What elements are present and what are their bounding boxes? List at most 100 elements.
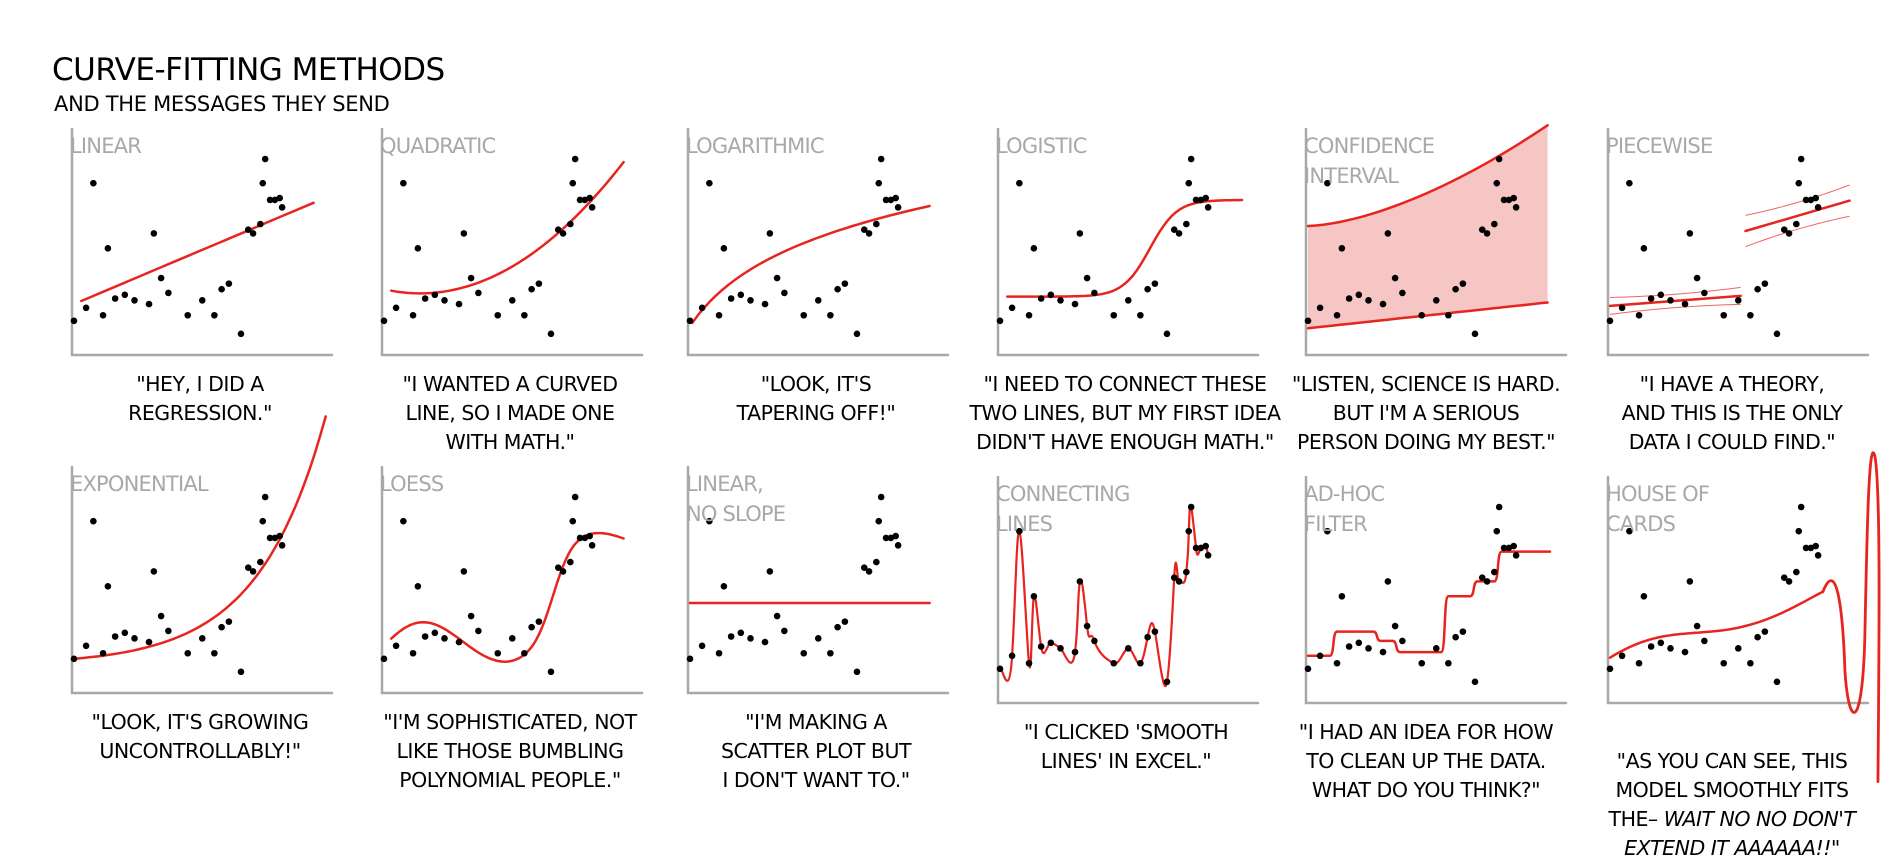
panel-title: PIECEWISE [1606,134,1713,158]
data-point [400,179,407,187]
data-point [409,649,417,657]
data-point [1163,678,1171,686]
data-point [894,542,902,549]
caption-adhoc: "I HAD AN IDEA FOR HOW TO CLEAN UP THE D… [1298,720,1554,802]
data-point [571,493,579,501]
data-point [892,532,899,540]
data-point [259,179,267,187]
data-point [1047,639,1055,647]
data-point [508,297,516,304]
data-point [1204,552,1212,559]
data-point [1720,659,1728,667]
data-point [873,220,880,228]
plot-adhoc [1304,475,1568,705]
data-point [686,655,694,663]
data-point [150,230,158,237]
data-point [104,244,112,252]
data-point [1780,226,1788,233]
caption-plain: "AS YOU CAN SEE, THIS MODEL SMOOTHLY FIT… [1608,749,1849,831]
plot-houseofcards [1606,475,1870,705]
data-point [1016,527,1023,535]
data-point [1812,542,1819,550]
data-point [70,655,78,663]
data-point [1626,179,1633,187]
data-point [1445,659,1452,667]
caption-linear: "HEY, I DID A REGRESSION." [128,372,272,425]
data-point [781,627,788,635]
axis [70,465,334,695]
data-point [414,244,422,252]
data-point [547,330,555,338]
data-point [1785,578,1793,585]
data-point [1452,285,1459,293]
data-point [1091,289,1098,297]
data-point [877,493,885,501]
data-point [1432,297,1440,304]
data-point [1478,574,1486,581]
fit-line [691,204,931,325]
data-point [521,649,528,657]
data-point [1432,645,1440,652]
data-point [1316,652,1324,660]
data-point [892,194,899,202]
panel-piecewise: PIECEWISE [1590,127,1875,357]
data-point [547,668,555,676]
data-point [131,635,138,642]
data-point [877,155,885,163]
data-point [1510,542,1517,550]
data-point [521,311,528,319]
data-point [157,612,165,620]
data-point [865,230,873,237]
data-point [244,564,252,571]
data-point [82,304,90,312]
data-point [1183,568,1190,576]
data-point [249,568,257,575]
data-point [225,618,233,625]
data-point [882,534,890,542]
panel-loess: LOESS [364,465,649,695]
data-point [882,196,890,204]
data-point [569,517,577,525]
data-point [860,564,868,571]
data-point [165,289,172,297]
data-point [1076,578,1084,585]
data-point [1814,552,1822,559]
data-point [841,280,849,287]
data-point [737,291,745,299]
data-point [1802,196,1810,204]
data-point [150,568,158,575]
data-point [1187,503,1195,511]
data-point [1681,300,1689,308]
data-point [157,274,165,282]
data-point [1175,230,1183,237]
data-point [1151,628,1159,635]
data-point [1701,289,1708,297]
plot-logistic [996,127,1260,357]
data-point [1618,304,1626,312]
caption-loess: "I'M SOPHISTICATED, NOT LIKE THOSE BUMBL… [383,710,637,792]
data-point [266,196,274,204]
data-point [1754,633,1761,641]
data-point [1037,643,1045,650]
data-point [727,633,735,640]
plot-connecting [996,475,1260,705]
data-point [1083,274,1091,282]
data-point [1144,285,1151,293]
data-point [414,582,422,590]
data-point [1037,295,1045,302]
panel-title: HOUSE OF CARDS [1606,482,1710,536]
axis [996,127,1260,357]
data-point [827,649,834,657]
data-point [1137,311,1144,319]
data-point [567,558,574,566]
data-point [1365,645,1372,652]
data-point [1008,652,1016,660]
data-point [800,649,808,657]
panel-noslope: LINEAR, NO SLOPE [670,465,955,695]
data-point [1030,592,1038,600]
data-point [686,317,694,325]
error-band [1609,286,1741,298]
panel-title: LINEAR [70,134,142,158]
data-point [1773,330,1781,338]
data-point [853,668,861,676]
